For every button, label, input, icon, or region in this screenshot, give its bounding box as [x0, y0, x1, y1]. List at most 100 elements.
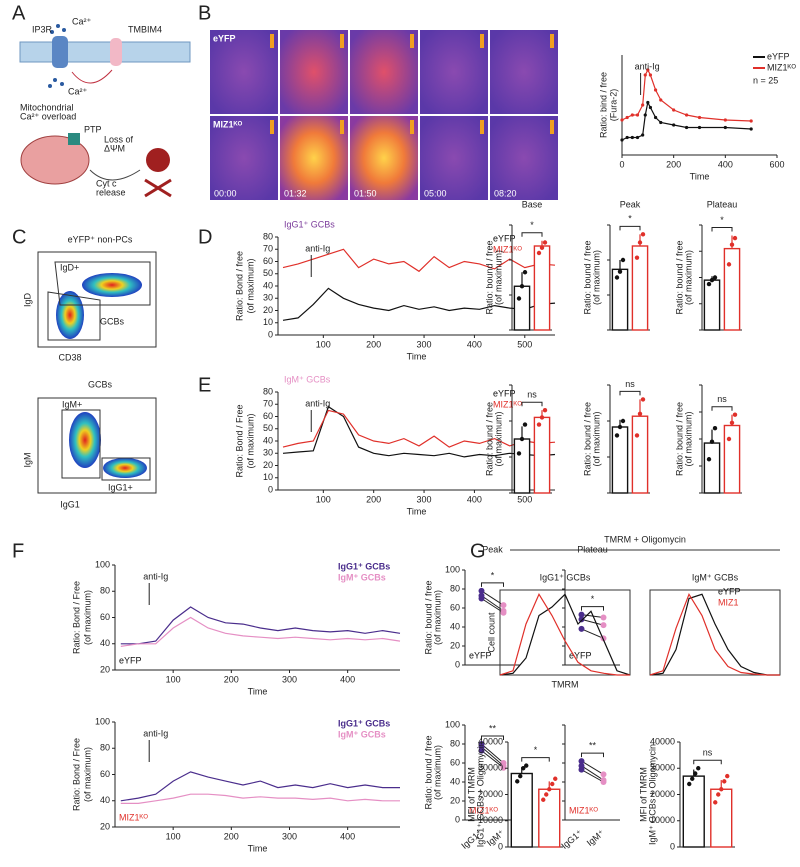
y-tick-label: 10 [263, 472, 273, 482]
series-line [649, 593, 780, 676]
point [653, 115, 658, 120]
annotation: anti-Ig [305, 243, 330, 253]
y-tick-label: 60 [263, 256, 273, 266]
point [620, 138, 624, 142]
point [659, 98, 663, 102]
flow-title: eYFP⁺ non-PCs [68, 234, 133, 244]
series-line [282, 248, 556, 273]
significance-bracket [581, 752, 604, 758]
point [478, 595, 485, 602]
point [478, 587, 485, 594]
point [722, 779, 727, 784]
label: Ca²⁺ [68, 86, 88, 96]
point [539, 415, 545, 420]
axis-label: IgM [22, 452, 32, 467]
x-tick-label: 300 [417, 339, 432, 349]
x-tick-label: 200 [224, 831, 239, 841]
annotation: anti-Ig [305, 398, 330, 408]
legend-label: MIZ1ᴷᴼ [767, 62, 796, 72]
image-tile [420, 116, 488, 200]
image-tile [490, 30, 558, 114]
point [500, 609, 507, 616]
y-tick-label: 20 [450, 640, 460, 650]
image-tile [490, 116, 558, 200]
y-tick-label: 40 [450, 621, 460, 631]
point [646, 68, 650, 72]
inset-label: MIZ1ᴷᴼ [569, 805, 598, 815]
color-bar [410, 34, 414, 48]
y-tick-label: 10000 [650, 815, 675, 825]
series-line [120, 616, 401, 647]
y-axis-label: Ratio: bound / free [582, 402, 592, 476]
y-tick-label: 100 [95, 559, 110, 569]
x-tick-label: IgM⁺ [485, 828, 507, 849]
inset-label: eYFP [569, 650, 592, 660]
point [600, 779, 607, 785]
y-tick-label: 80 [263, 231, 273, 241]
y-axis-label: Ratio: bound / free [674, 402, 684, 476]
point [726, 262, 732, 267]
annotation: anti-Ig [143, 571, 168, 581]
y-tick-label: 60 [450, 757, 460, 767]
bar [710, 788, 733, 848]
y-axis-label: IgG1⁺ GCBs + Oligomycin [475, 742, 485, 848]
x-axis-label: TMRM [552, 679, 579, 689]
point [672, 108, 676, 112]
series-line [649, 592, 780, 676]
pair-line [581, 769, 604, 783]
y-tick-label: 40 [263, 435, 273, 445]
point [709, 277, 715, 283]
x-tick-label: IgG1⁺ [559, 828, 584, 851]
point [646, 100, 650, 105]
panel-label: F [12, 540, 24, 562]
color-bar [340, 34, 344, 48]
point [643, 113, 647, 117]
point [749, 127, 753, 131]
y-axis-label: Ratio: Bond / Free [234, 404, 244, 477]
mitochondrion [20, 135, 90, 185]
point [697, 115, 702, 120]
annotation: anti-Ig [143, 728, 168, 738]
pair-line [581, 760, 604, 775]
significance: * [530, 220, 534, 230]
x-axis-label: Time [407, 506, 427, 516]
label: IP3R [32, 24, 53, 34]
y-tick-label: 40 [450, 776, 460, 786]
chart-title: Base [522, 199, 543, 209]
release-arrow [89, 169, 141, 181]
time-label: 08:20 [494, 188, 517, 198]
point [553, 776, 558, 781]
y-tick-label: 60 [100, 769, 110, 779]
point [641, 103, 645, 107]
x-tick-label: 400 [340, 674, 355, 684]
panel-label: E [198, 374, 211, 396]
point [635, 113, 640, 117]
x-tick-label: 500 [517, 494, 532, 504]
significance: * [591, 594, 595, 604]
imaging-b: eYFP 00:00 01:32 01:50 05:00 08:20 MIZ1ᴷᴼ [210, 30, 558, 200]
bar [631, 415, 649, 494]
chart-title: Plateau [707, 199, 738, 209]
note: n = 25 [753, 75, 778, 85]
significance-bracket [711, 227, 733, 232]
x-tick-label: 300 [282, 674, 297, 684]
x-axis-label: Time [248, 843, 268, 853]
x-tick-label: 200 [366, 339, 381, 349]
point [634, 255, 640, 260]
point [643, 73, 647, 77]
legend-label: MIZ1 [718, 597, 739, 607]
pair-line [481, 750, 504, 769]
gate [61, 409, 151, 481]
y-tick-label: 80 [450, 583, 460, 593]
point [687, 781, 692, 787]
point [516, 296, 522, 301]
y-tick-label: 40 [100, 795, 110, 805]
point [536, 250, 542, 256]
bar [611, 268, 629, 331]
point [614, 275, 620, 280]
bar [703, 279, 721, 331]
y-tick-label: 20000 [650, 789, 675, 799]
legend-label: IgM⁺ GCBs [338, 572, 386, 582]
point [732, 412, 738, 417]
image-tile [280, 116, 348, 200]
